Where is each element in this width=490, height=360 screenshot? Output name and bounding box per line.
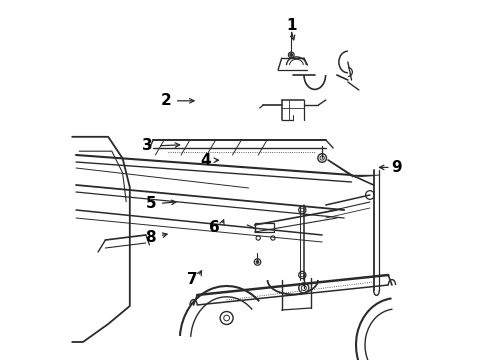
Circle shape [256,261,259,264]
Text: 9: 9 [391,160,401,175]
Text: 4: 4 [200,153,211,168]
Text: 2: 2 [160,93,171,108]
Text: 6: 6 [209,220,220,235]
Circle shape [300,273,304,277]
Text: 7: 7 [188,271,198,287]
Text: 3: 3 [143,138,153,153]
Text: 8: 8 [146,230,156,245]
Circle shape [300,208,304,212]
Circle shape [224,315,229,321]
Bar [254,223,274,232]
Text: 1: 1 [286,18,296,33]
Text: 5: 5 [146,196,156,211]
Circle shape [290,54,293,57]
